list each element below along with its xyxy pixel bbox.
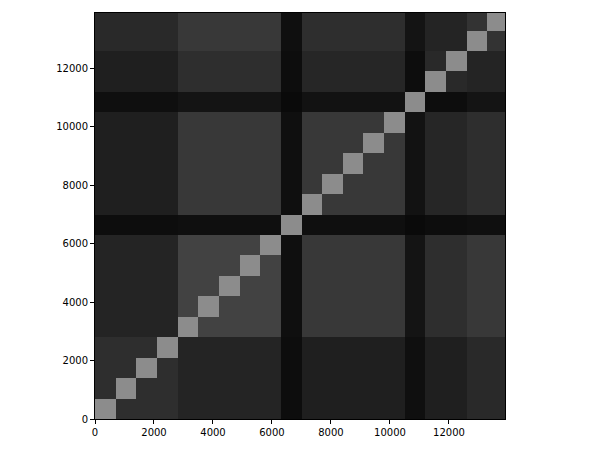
svg-text:12000: 12000 (433, 427, 465, 438)
svg-text:8000: 8000 (318, 427, 343, 438)
svg-text:2000: 2000 (63, 355, 88, 366)
svg-text:8000: 8000 (63, 180, 88, 191)
svg-text:12000: 12000 (56, 63, 88, 74)
svg-text:4000: 4000 (63, 297, 88, 308)
svg-text:6000: 6000 (63, 238, 88, 249)
svg-text:0: 0 (82, 414, 88, 425)
svg-text:6000: 6000 (259, 427, 284, 438)
svg-text:4000: 4000 (200, 427, 225, 438)
svg-text:10000: 10000 (56, 121, 88, 132)
svg-text:10000: 10000 (374, 427, 406, 438)
svg-text:2000: 2000 (141, 427, 166, 438)
svg-text:0: 0 (92, 427, 98, 438)
